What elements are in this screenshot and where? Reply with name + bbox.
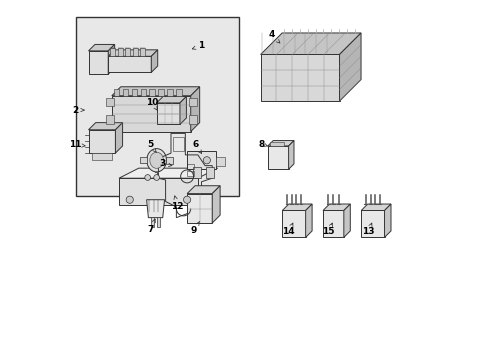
Ellipse shape [146,149,166,172]
Bar [156,217,160,226]
Bar [176,89,182,96]
Text: 1: 1 [192,41,204,50]
Circle shape [126,196,133,203]
Bar [76,17,239,196]
Polygon shape [156,103,180,125]
Bar [205,167,214,178]
Polygon shape [119,178,198,205]
Bar [188,116,196,125]
Polygon shape [151,50,158,72]
Bar [269,141,284,146]
Polygon shape [88,123,122,130]
Polygon shape [88,44,115,51]
Text: 9: 9 [190,221,199,235]
Bar [187,164,193,169]
Polygon shape [384,204,390,237]
Polygon shape [108,50,158,56]
Ellipse shape [149,152,163,168]
Bar [215,157,224,166]
Text: 10: 10 [146,98,158,110]
Text: 11: 11 [69,140,85,149]
Text: 13: 13 [361,223,373,237]
Text: 15: 15 [321,223,334,237]
Circle shape [153,175,159,180]
Polygon shape [180,96,186,125]
Text: 4: 4 [267,30,279,43]
Polygon shape [361,204,390,211]
Polygon shape [282,204,311,211]
Bar [131,89,137,96]
Bar [167,89,173,96]
Text: 8: 8 [259,140,267,149]
Text: 3: 3 [159,159,172,168]
Polygon shape [323,211,343,237]
Polygon shape [190,87,199,132]
Polygon shape [323,204,349,211]
Bar [117,48,122,56]
Bar [125,48,130,56]
Polygon shape [156,96,186,103]
Polygon shape [88,130,115,153]
Bar [140,48,145,56]
Polygon shape [361,211,384,237]
Bar [122,89,128,96]
Polygon shape [119,168,217,178]
Polygon shape [88,51,108,74]
Text: 7: 7 [147,219,155,234]
Bar [132,48,137,56]
Polygon shape [305,204,311,237]
Text: 14: 14 [282,223,294,237]
Polygon shape [115,123,122,153]
Circle shape [203,157,210,164]
Polygon shape [212,186,220,223]
Bar [158,89,164,96]
Polygon shape [288,140,293,169]
Polygon shape [260,54,339,101]
Polygon shape [112,96,190,132]
Bar [192,167,201,178]
Text: 6: 6 [192,140,201,153]
Circle shape [144,175,150,180]
Polygon shape [187,194,212,223]
Text: 5: 5 [147,140,156,152]
Bar [92,153,112,160]
Bar [113,89,119,96]
Text: 2: 2 [72,105,84,114]
Polygon shape [339,33,360,101]
Bar [110,48,115,56]
Polygon shape [108,44,115,74]
Bar [149,89,155,96]
Bar [187,151,215,169]
Polygon shape [267,146,288,169]
Polygon shape [267,140,293,146]
Polygon shape [260,33,360,54]
Polygon shape [282,211,305,237]
Bar [151,217,154,226]
Polygon shape [112,87,199,96]
Text: 12: 12 [171,196,183,211]
Polygon shape [343,204,349,237]
Bar [188,98,196,107]
Circle shape [183,196,190,203]
Polygon shape [187,186,220,194]
Bar [105,116,113,125]
Polygon shape [146,200,164,218]
Bar [140,89,146,96]
Bar [140,157,147,163]
Bar [105,98,113,107]
Polygon shape [108,56,151,72]
Bar [166,157,173,164]
Bar [187,171,193,176]
